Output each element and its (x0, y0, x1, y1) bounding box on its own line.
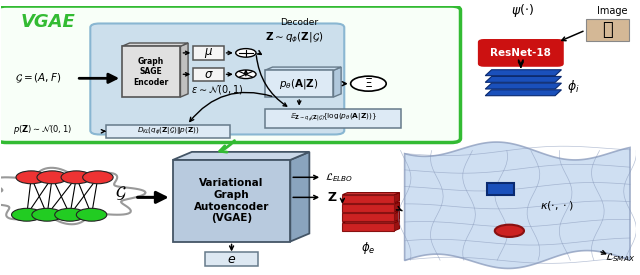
Circle shape (351, 76, 386, 91)
Text: Graph
SAGE
Encoder: Graph SAGE Encoder (134, 57, 169, 87)
Text: $\mathcal{G} = (A,F)$: $\mathcal{G} = (A,F)$ (15, 72, 61, 85)
Polygon shape (180, 43, 188, 97)
Circle shape (83, 171, 113, 184)
Polygon shape (342, 211, 399, 213)
Circle shape (55, 208, 85, 221)
Polygon shape (122, 43, 188, 46)
Polygon shape (173, 152, 309, 160)
Text: Variational
Graph
Autoencoder
(VGAE): Variational Graph Autoencoder (VGAE) (194, 178, 269, 223)
FancyBboxPatch shape (0, 6, 461, 142)
Text: $e$: $e$ (227, 253, 236, 266)
FancyBboxPatch shape (122, 46, 180, 97)
Text: $\mathbb{E}_{\mathbf{Z}\sim q_\phi(\mathbf{Z}|\mathcal{G})}\!\left\{\log\!\left(: $\mathbb{E}_{\mathbf{Z}\sim q_\phi(\math… (290, 112, 377, 124)
Circle shape (495, 225, 524, 237)
Polygon shape (394, 192, 399, 203)
FancyBboxPatch shape (486, 183, 515, 195)
FancyBboxPatch shape (265, 109, 401, 128)
Text: $\mathcal{G}$: $\mathcal{G}$ (115, 184, 127, 202)
Polygon shape (485, 90, 561, 96)
Text: $\sigma$: $\sigma$ (204, 68, 213, 81)
Polygon shape (0, 168, 145, 224)
Text: $\mathcal{L}_{ELBO}$: $\mathcal{L}_{ELBO}$ (325, 171, 353, 184)
FancyBboxPatch shape (173, 160, 291, 241)
Polygon shape (342, 192, 399, 195)
Text: $\mu$: $\mu$ (204, 46, 213, 60)
Text: $\mathbf{Z}$: $\mathbf{Z}$ (327, 191, 338, 204)
Circle shape (236, 70, 256, 79)
FancyBboxPatch shape (479, 40, 563, 66)
Text: Decoder: Decoder (280, 18, 318, 27)
Text: $\epsilon \sim \mathcal{N}(0,1)$: $\epsilon \sim \mathcal{N}(0,1)$ (191, 82, 244, 95)
Text: VGAE: VGAE (20, 13, 75, 31)
FancyBboxPatch shape (265, 70, 333, 97)
Circle shape (12, 208, 42, 221)
Text: $D_{KL}\!\left(q_\phi(\mathbf{Z}|\mathcal{G})\|p(\mathbf{Z})\right)$: $D_{KL}\!\left(q_\phi(\mathbf{Z}|\mathca… (137, 126, 200, 137)
Text: $\mathbf{Z} \sim q_\phi(\mathbf{Z}|\mathcal{G})$: $\mathbf{Z} \sim q_\phi(\mathbf{Z}|\math… (265, 31, 323, 45)
FancyBboxPatch shape (193, 68, 223, 81)
FancyBboxPatch shape (342, 223, 394, 231)
Text: $\phi_i$: $\phi_i$ (566, 78, 579, 95)
FancyBboxPatch shape (90, 23, 344, 134)
Polygon shape (342, 202, 399, 204)
Text: $\phi_e$: $\phi_e$ (361, 240, 376, 256)
Polygon shape (342, 221, 399, 223)
FancyBboxPatch shape (342, 213, 394, 221)
Circle shape (61, 171, 92, 184)
Circle shape (32, 208, 62, 221)
Polygon shape (394, 221, 399, 231)
Polygon shape (485, 76, 561, 82)
FancyBboxPatch shape (205, 252, 259, 266)
FancyBboxPatch shape (106, 125, 230, 138)
Text: Image: Image (597, 6, 627, 16)
Circle shape (16, 171, 47, 184)
Polygon shape (291, 152, 309, 241)
Circle shape (76, 208, 107, 221)
FancyBboxPatch shape (193, 46, 223, 60)
Polygon shape (333, 67, 341, 97)
Polygon shape (394, 202, 399, 212)
Circle shape (236, 49, 256, 57)
Polygon shape (394, 211, 399, 221)
Text: $\Xi$: $\Xi$ (364, 77, 373, 90)
Polygon shape (485, 70, 561, 76)
Text: 👠: 👠 (602, 21, 612, 39)
Text: $p_\theta(\mathbf{A}|\mathbf{Z})$: $p_\theta(\mathbf{A}|\mathbf{Z})$ (280, 77, 319, 91)
Text: ResNet-18: ResNet-18 (490, 48, 551, 58)
Polygon shape (265, 67, 341, 70)
Circle shape (37, 171, 67, 184)
FancyBboxPatch shape (342, 204, 394, 212)
Text: $\psi(\cdot)$: $\psi(\cdot)$ (511, 2, 534, 20)
Text: $p(\mathbf{Z}) \sim \mathcal{N}(0,1)$: $p(\mathbf{Z}) \sim \mathcal{N}(0,1)$ (13, 123, 72, 136)
Text: $\mathcal{L}_{SMAX}$: $\mathcal{L}_{SMAX}$ (605, 252, 635, 265)
Polygon shape (404, 142, 630, 268)
Text: $\kappa(\cdot,\cdot)$: $\kappa(\cdot,\cdot)$ (540, 199, 573, 212)
FancyBboxPatch shape (342, 195, 394, 203)
Polygon shape (485, 83, 561, 89)
FancyBboxPatch shape (586, 19, 628, 41)
